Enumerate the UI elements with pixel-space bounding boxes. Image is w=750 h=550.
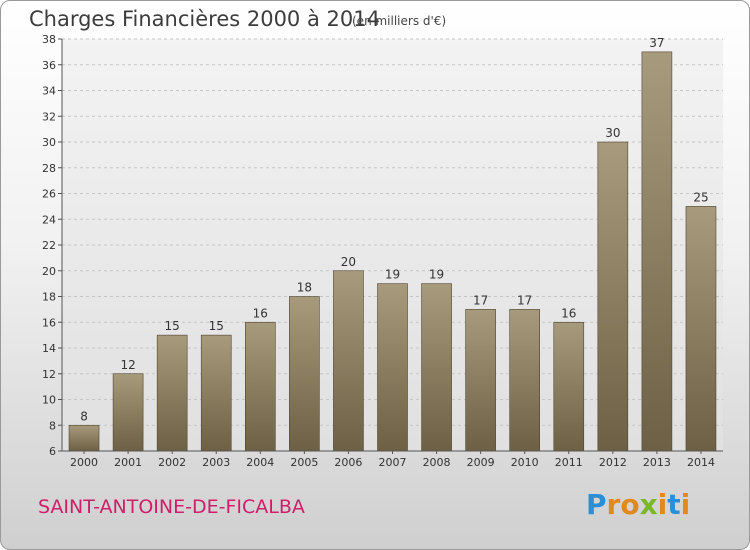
bar xyxy=(156,334,188,452)
y-axis: 6 8 10 12 14 16 18 20 22 24 26 28 30 32 34 36 38 xyxy=(42,33,63,458)
x-tick-label: 2012 xyxy=(599,456,627,469)
y-tick-label: 28 xyxy=(42,162,56,175)
y-tick-label: 30 xyxy=(42,136,56,149)
x-tick-label: 2014 xyxy=(687,456,715,469)
y-tick-label: 6 xyxy=(49,445,56,458)
bar-value-label: 15 xyxy=(209,319,224,333)
chart-unit-note: (en milliers d'€) xyxy=(352,14,447,28)
y-tick-label: 18 xyxy=(42,291,56,304)
x-tick-label: 2004 xyxy=(246,456,274,469)
y-tick-label: 12 xyxy=(42,368,56,381)
x-tick-label: 2010 xyxy=(511,456,539,469)
x-tick-label: 2005 xyxy=(290,456,318,469)
logo-letter: i xyxy=(680,488,691,521)
logo-letter: t xyxy=(667,488,681,521)
bar xyxy=(68,424,100,452)
bar xyxy=(377,283,408,452)
y-tick-label: 16 xyxy=(42,316,56,329)
bar-value-label: 18 xyxy=(297,281,312,295)
y-tick-label: 36 xyxy=(42,59,56,72)
x-tick-label: 2002 xyxy=(158,456,186,469)
y-tick-label: 32 xyxy=(42,110,56,123)
bar-value-label: 16 xyxy=(561,306,576,320)
bar-value-label: 17 xyxy=(473,293,488,307)
bar-value-label: 15 xyxy=(165,319,180,333)
logo-letter: x xyxy=(639,488,658,521)
x-tick-label: 2001 xyxy=(114,456,142,469)
logo-letter: o xyxy=(620,488,640,521)
bar-value-label: 19 xyxy=(429,268,444,282)
x-tick-label: 2007 xyxy=(379,456,407,469)
proxiti-logo: Proxiti xyxy=(586,488,690,521)
x-tick-label: 2011 xyxy=(555,456,583,469)
x-tick-label: 2003 xyxy=(202,456,230,469)
logo-letter: P xyxy=(586,488,607,521)
bar-value-label: 30 xyxy=(605,126,620,140)
bar xyxy=(200,334,232,452)
y-tick-label: 22 xyxy=(42,239,56,252)
y-tick-label: 26 xyxy=(42,188,56,201)
y-tick-label: 10 xyxy=(42,394,56,407)
x-tick-label: 2006 xyxy=(334,456,362,469)
bar-value-label: 16 xyxy=(253,306,268,320)
y-tick-label: 20 xyxy=(42,265,56,278)
x-tick-label: 2000 xyxy=(70,456,98,469)
y-tick-label: 8 xyxy=(49,419,56,432)
bar xyxy=(333,270,364,452)
x-tick-label: 2013 xyxy=(643,456,671,469)
y-tick-label: 34 xyxy=(42,85,56,98)
bar xyxy=(685,206,717,452)
bar xyxy=(641,51,673,452)
bar xyxy=(112,373,144,452)
bar xyxy=(421,283,452,452)
bar-value-label: 17 xyxy=(517,293,532,307)
y-tick-label: 14 xyxy=(42,342,56,355)
logo-letter: r xyxy=(606,488,621,521)
bar xyxy=(289,296,320,452)
logo-letter: i xyxy=(657,488,668,521)
y-tick-label: 24 xyxy=(42,213,56,226)
x-axis: 2000 2001 2002 2003 2004 2005 2006 2007 2008 2009… xyxy=(62,450,723,469)
bar-value-label: 37 xyxy=(649,36,664,50)
x-tick-label: 2008 xyxy=(423,456,451,469)
bar-value-label: 12 xyxy=(120,358,135,372)
bars xyxy=(68,51,717,452)
commune-name: SAINT-ANTOINE-DE-FICALBA xyxy=(38,496,305,518)
chart-title: Charges Financières 2000 à 2014 xyxy=(29,7,380,31)
bar xyxy=(509,309,541,452)
bar xyxy=(597,141,629,452)
x-tick-label: 2009 xyxy=(467,456,495,469)
bar-value-label: 25 xyxy=(693,190,708,204)
y-tick-label: 38 xyxy=(42,33,56,46)
bar xyxy=(553,321,585,452)
bar-value-label: 19 xyxy=(385,268,400,282)
bar-value-label: 8 xyxy=(80,409,88,423)
bar xyxy=(245,321,276,452)
bar-value-labels: 8 12 15 15 16 18 20 19 19 17 17 16 30 37 25 xyxy=(80,36,708,423)
bar xyxy=(465,309,496,452)
bar-value-label: 20 xyxy=(341,255,356,269)
